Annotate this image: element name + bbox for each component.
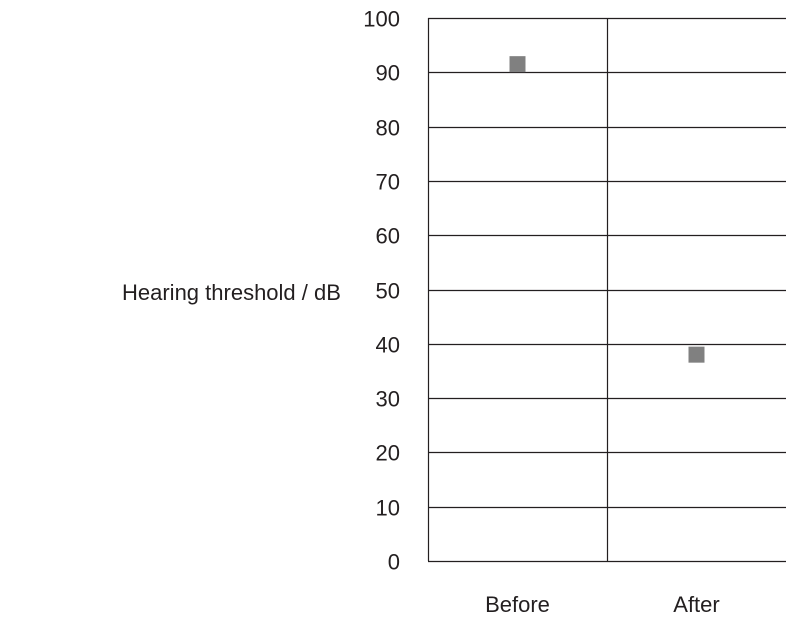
y-tick-label: 90: [376, 61, 400, 86]
y-tick-label: 10: [376, 496, 400, 521]
data-point: [688, 346, 705, 363]
x-category-label: Before: [485, 592, 550, 617]
y-tick-label: 30: [376, 387, 400, 412]
y-tick-label: 50: [376, 279, 400, 304]
data-points: [509, 56, 705, 363]
y-tick-label: 40: [376, 333, 400, 358]
y-tick-label: 60: [376, 224, 400, 249]
y-tick-labels: 0 10 20 30 40 50 60 70 80 90 100: [363, 7, 400, 575]
grid-layer: [427, 17, 786, 563]
y-tick-label: 70: [376, 170, 400, 195]
y-axis-label: Hearing threshold / dB: [122, 280, 341, 305]
x-category-labels: Before After: [485, 592, 720, 617]
y-tick-label: 20: [376, 441, 400, 466]
y-tick-label: 100: [363, 7, 400, 32]
y-tick-label: 80: [376, 116, 400, 141]
x-category-label: After: [673, 592, 719, 617]
y-tick-label: 0: [388, 550, 400, 575]
data-point: [509, 56, 526, 73]
